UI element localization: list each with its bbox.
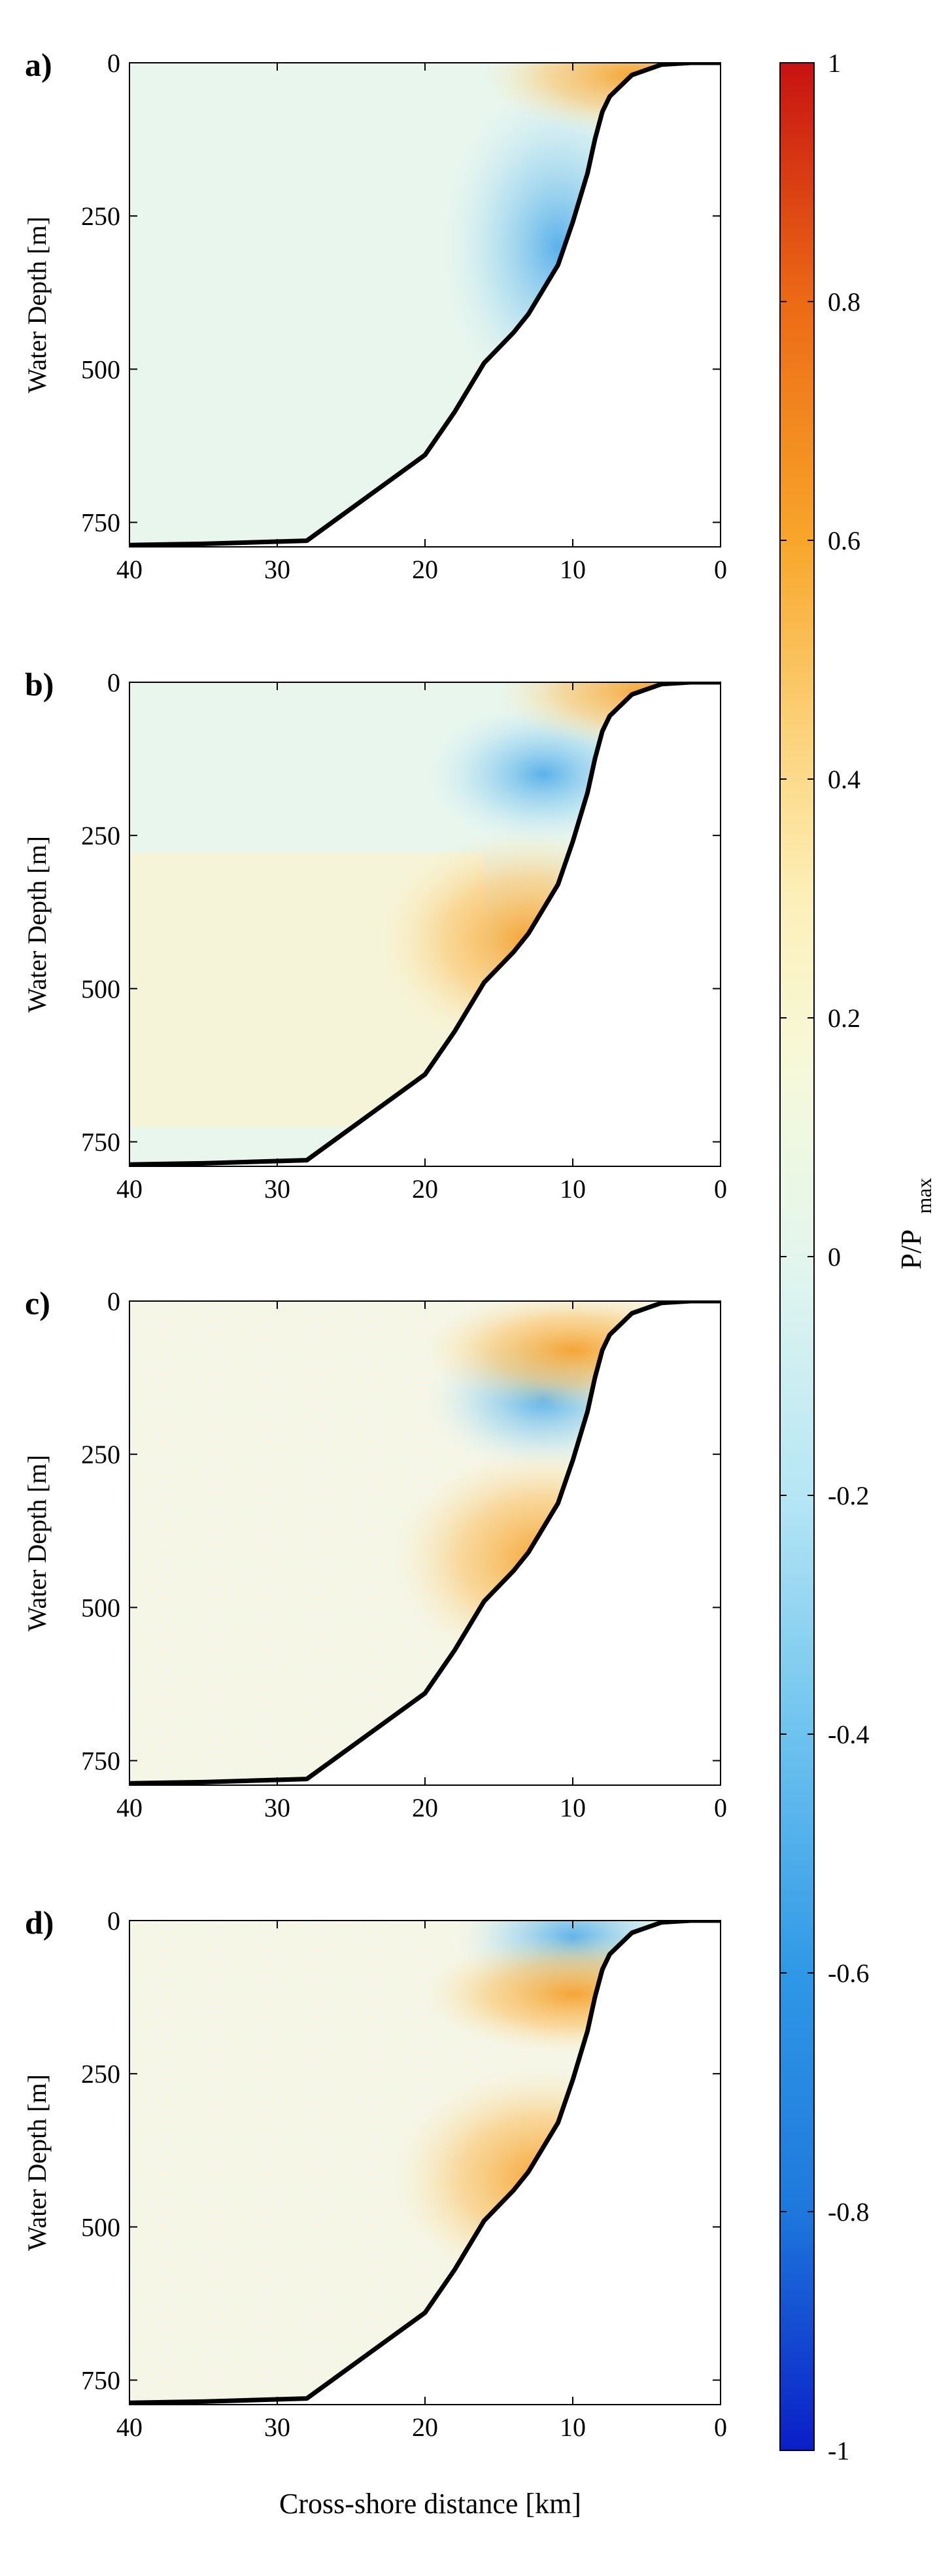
land-mask: [129, 1301, 721, 1785]
panel-d: 40 30 20 10 0 0 250 500 750 Water Depth [m] d): [22, 1904, 727, 2442]
colorbar-label-main: P/P: [895, 1229, 927, 1269]
x-tick-label: 20: [412, 1174, 438, 1204]
land-mask: [129, 1921, 721, 2405]
y-tick-label: 500: [81, 974, 120, 1003]
y-tick-label: 750: [81, 2366, 120, 2395]
y-tick-label: 0: [107, 48, 120, 78]
x-tick-label: 40: [116, 555, 143, 584]
x-tick-label: 0: [714, 2412, 727, 2442]
panels-layer: 40 30 20 10 0 0 250 500 750 Water Depth [m] a) 40 30…: [22, 46, 727, 2442]
x-tick-label: 30: [264, 1793, 290, 1822]
panel-label: a): [25, 46, 52, 83]
x-tick-label: 20: [412, 555, 438, 584]
colorbar-label-sub: max: [912, 1177, 936, 1213]
y-axis-label: Water Depth [m]: [22, 217, 52, 393]
x-tick-label: 40: [116, 1174, 143, 1204]
land-mask: [129, 63, 721, 547]
x-axis-label-group: Cross-shore distance [km]: [279, 2488, 581, 2520]
colorbar: 1 0.8 0.6 0.4 0.2 0 -0.2 -0.4 -0.6 -0.8 -1 P/P max: [779, 48, 936, 2465]
y-tick-label: 500: [81, 2212, 120, 2242]
bathymetry-line: [129, 682, 721, 1166]
y-tick-label: 750: [81, 1747, 120, 1776]
y-axis-label: Water Depth [m]: [22, 836, 52, 1013]
bathymetry-line: [129, 63, 721, 547]
x-tick-label: 30: [264, 555, 290, 584]
colorbar-ticks: 1 0.8 0.6 0.4 0.2 0 -0.2 -0.4 -0.6 -0.8 -1: [780, 48, 869, 2465]
colorbar-tick-label: -1: [828, 2436, 849, 2465]
y-tick-label: 250: [81, 1440, 120, 1469]
colorbar-tick-label: 0.4: [828, 765, 860, 794]
colorbar-tick-label: -0.8: [828, 2197, 869, 2227]
x-tick-label: 40: [116, 2412, 143, 2442]
bathymetry-line: [129, 1301, 721, 1785]
x-tick-label: 20: [412, 2412, 438, 2442]
bathymetry-line: [129, 1921, 721, 2405]
colorbar-tick-label: 0.6: [828, 526, 860, 555]
y-axis-label: Water Depth [m]: [22, 1455, 52, 1631]
x-tick-label: 10: [560, 1174, 586, 1204]
land-mask: [129, 682, 721, 1166]
colorbar-tick-label: 0.2: [828, 1003, 860, 1033]
x-tick-label: 0: [714, 1174, 727, 1204]
x-tick-label: 10: [560, 555, 586, 584]
colorbar-label: P/P max: [895, 1177, 936, 1269]
y-axis-label: Water Depth [m]: [22, 2074, 52, 2251]
y-tick-label: 250: [81, 2059, 120, 2089]
x-tick-label: 30: [264, 1174, 290, 1204]
y-tick-label: 500: [81, 355, 120, 384]
panel-a: 40 30 20 10 0 0 250 500 750 Water Depth [m] a): [22, 46, 727, 584]
y-tick-label: 250: [81, 821, 120, 850]
y-tick-label: 250: [81, 201, 120, 231]
colorbar-tick-label: -0.4: [828, 1720, 869, 1749]
colorbar-tick-label: 0: [828, 1242, 841, 1272]
panel-label: d): [25, 1904, 54, 1941]
colorbar-tick-label: 0.8: [828, 287, 860, 317]
y-tick-label: 500: [81, 1593, 120, 1622]
x-tick-label: 0: [714, 1793, 727, 1822]
y-tick-label: 0: [107, 1287, 120, 1316]
x-tick-label: 10: [560, 1793, 586, 1822]
x-axis-label: Cross-shore distance [km]: [279, 2488, 581, 2520]
panel-label: b): [25, 666, 54, 703]
x-tick-label: 0: [714, 555, 727, 584]
x-tick-label: 40: [116, 1793, 143, 1822]
panel-b: 40 30 20 10 0 0 250 500 750 Water Depth [m] b): [22, 666, 727, 1204]
colorbar-tick-label: -0.2: [828, 1481, 869, 1510]
panel-label: c): [25, 1285, 50, 1321]
x-tick-label: 10: [560, 2412, 586, 2442]
x-tick-label: 30: [264, 2412, 290, 2442]
colorbar-tick-label: 1: [828, 48, 841, 78]
x-tick-label: 20: [412, 1793, 438, 1822]
y-tick-label: 750: [81, 508, 120, 538]
y-tick-label: 0: [107, 668, 120, 697]
y-tick-label: 750: [81, 1128, 120, 1157]
panel-c: 40 30 20 10 0 0 250 500 750 Water Depth [m] c): [22, 1285, 727, 1822]
y-tick-label: 0: [107, 1906, 120, 1936]
colorbar-tick-label: -0.6: [828, 1958, 869, 1988]
